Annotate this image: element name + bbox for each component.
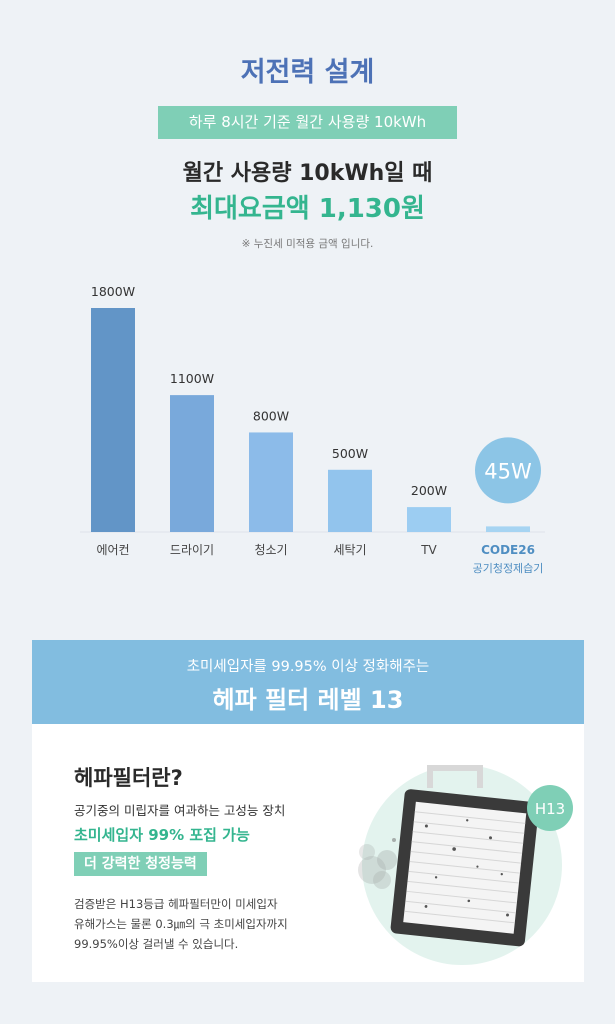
- data-label: 1100W: [170, 371, 214, 386]
- bar: [486, 526, 530, 532]
- hepa-body-text: 검증받은 H13등급 헤파필터만이 미세입자 유해가스는 물론 0.3㎛의 극 …: [74, 894, 324, 954]
- bar: [407, 507, 451, 532]
- category-label: TV: [420, 543, 437, 557]
- hepa-description: 공기중의 미립자를 여과하는 고성능 장치: [74, 803, 286, 818]
- bar: [249, 432, 293, 532]
- hepa-power-badge: 더 강력한 청정능력: [74, 852, 207, 876]
- hepa-filter-image: H13: [358, 765, 573, 965]
- category-label: 세탁기: [333, 543, 366, 557]
- hepa-banner-subtitle: 초미세입자를 99.95% 이상 정화해주는: [186, 659, 430, 675]
- category-label: 청소기: [254, 543, 287, 557]
- category-label: CODE26: [481, 543, 535, 557]
- power-consumption-chart: 1800W 에어컨 1100W 드라이기 800W 청소기 500W 세탁기 200W TV 45W…: [60, 270, 560, 590]
- data-label: 500W: [332, 446, 368, 461]
- bar: [91, 308, 135, 532]
- chart-svg: 1800W 에어컨 1100W 드라이기 800W 청소기 500W 세탁기 200W TV 45W…: [80, 284, 545, 575]
- h13-badge: H13: [535, 800, 565, 818]
- data-label: 800W: [253, 408, 289, 423]
- page-title: 저전력 설계: [240, 57, 375, 88]
- data-label: 200W: [411, 483, 447, 498]
- monthly-usage-heading: 월간 사용량 10kWh일 때: [182, 161, 433, 186]
- usage-basis-pill: 하루 8시간 기준 월간 사용량 10kWh: [158, 106, 457, 139]
- data-label: 45W: [484, 459, 532, 483]
- hepa-banner-title: 헤파 필터 레벨 13: [212, 686, 404, 714]
- bar: [328, 469, 372, 532]
- data-label: 1800W: [91, 284, 135, 299]
- category-label: 드라이기: [170, 543, 214, 557]
- hepa-body-line: 99.95%이상 걸러낼 수 있습니다.: [74, 937, 239, 951]
- tax-note: ※ 누진세 미적용 금액 입니다.: [241, 238, 374, 250]
- hepa-body-line: 유해가스는 물론 0.3㎛의 극 초미세입자까지: [74, 917, 288, 931]
- hepa-question: 헤파필터란?: [74, 766, 183, 790]
- hepa-banner: 초미세입자를 99.95% 이상 정화해주는 헤파 필터 레벨 13: [32, 640, 584, 724]
- highlight-circle: [475, 437, 541, 504]
- category-sublabel: 공기청정제습기: [473, 562, 544, 575]
- bar: [170, 395, 214, 532]
- hepa-capture-text: 초미세입자 99% 포집 가능: [74, 826, 250, 844]
- category-label: 에어컨: [96, 543, 129, 557]
- hepa-body-line: 검증받은 H13등급 헤파필터만이 미세입자: [74, 897, 278, 911]
- max-fee-heading: 최대요금액 1,130원: [190, 194, 425, 224]
- hepa-info-card: 헤파필터란? 공기중의 미립자를 여과하는 고성능 장치 초미세입자 99% 포…: [32, 724, 584, 982]
